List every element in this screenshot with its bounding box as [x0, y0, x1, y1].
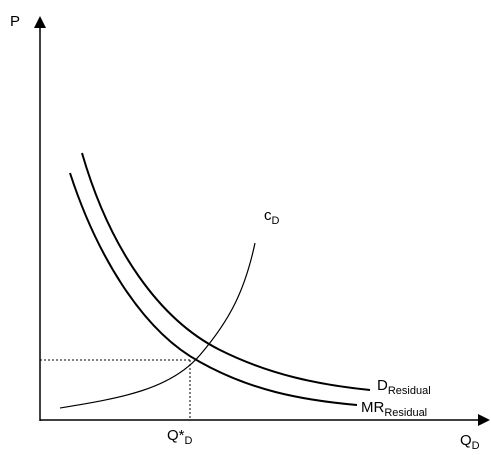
x-axis-label: QD [460, 432, 480, 452]
y-axis-label: P [10, 13, 20, 30]
cost-label: cD [264, 207, 280, 227]
label-sub: Residual [388, 385, 431, 397]
label-main: Q* [167, 427, 185, 444]
label-sub: D [272, 215, 280, 227]
demand-label: DResidual [377, 377, 431, 397]
demand-curve [81, 152, 371, 391]
label-main: MR [361, 399, 384, 416]
label-sub: Residual [384, 407, 427, 419]
label-sub: D [472, 440, 480, 452]
mr-label: MRResidual [361, 399, 427, 419]
equilibrium-label: Q*D [167, 427, 193, 447]
label-main: Q [460, 432, 472, 449]
label-sub: D [185, 435, 193, 447]
label-main: c [264, 207, 272, 224]
label-main: D [377, 377, 388, 394]
mr-curve [69, 172, 358, 406]
cost-curve [59, 242, 256, 409]
